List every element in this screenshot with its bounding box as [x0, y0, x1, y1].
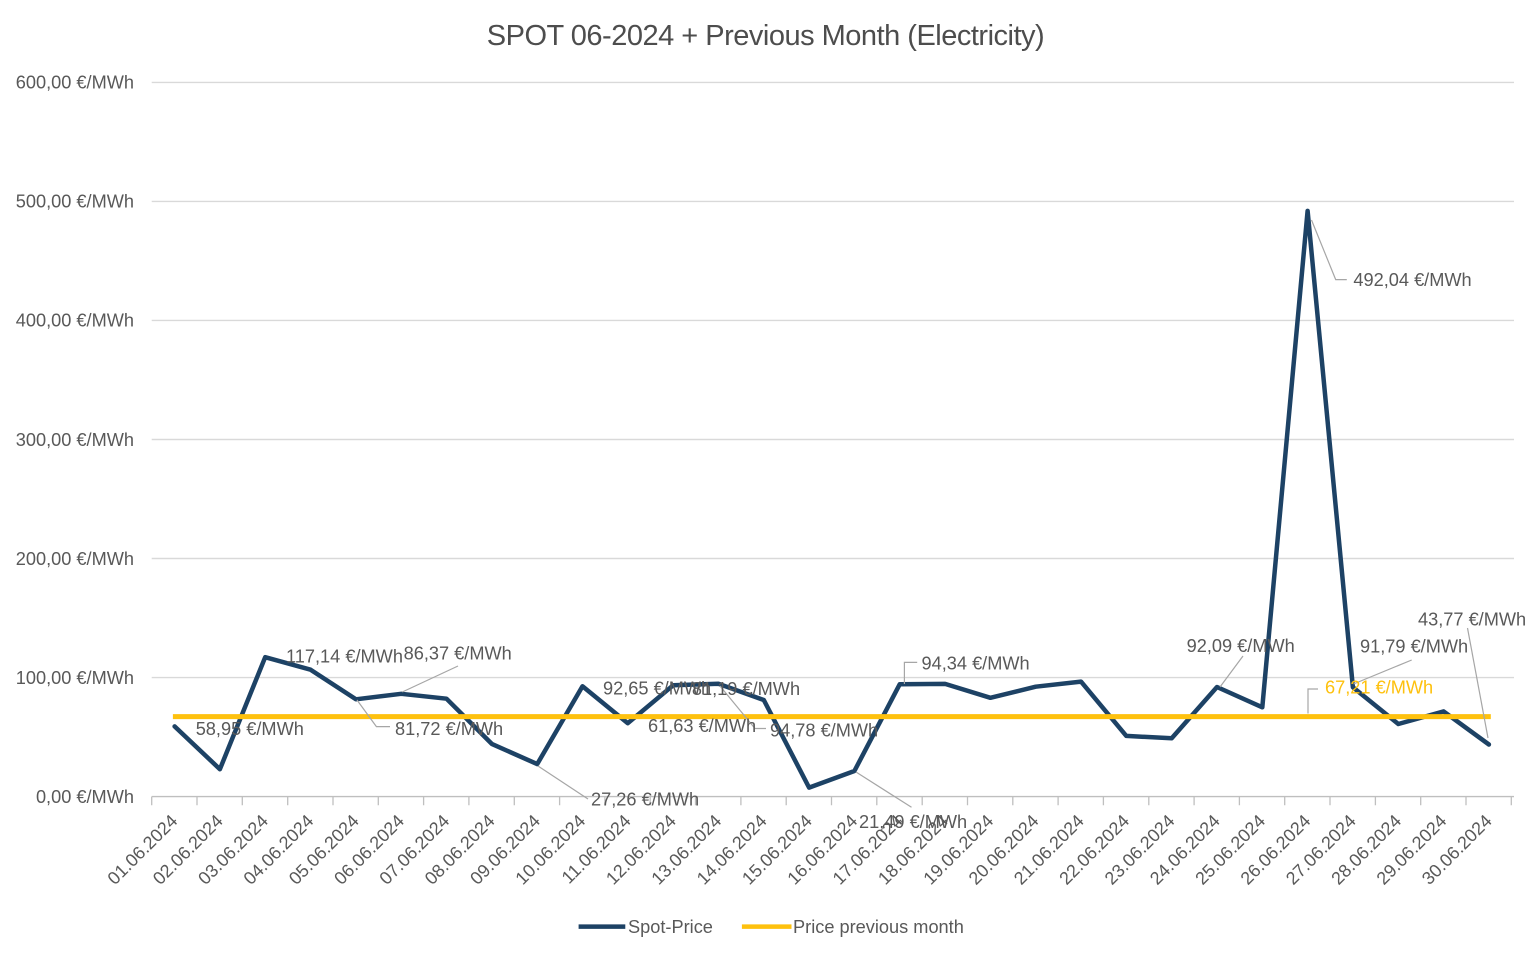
svg-text:200,00 €/MWh: 200,00 €/MWh: [16, 549, 134, 569]
svg-text:43,77 €/MWh: 43,77 €/MWh: [1418, 609, 1526, 629]
svg-text:0,00 €/MWh: 0,00 €/MWh: [36, 787, 134, 807]
svg-text:86,37 €/MWh: 86,37 €/MWh: [404, 643, 512, 663]
svg-text:400,00 €/MWh: 400,00 €/MWh: [16, 311, 134, 331]
svg-text:58,95 €/MWh: 58,95 €/MWh: [196, 719, 304, 739]
svg-text:61,63 €/MWh: 61,63 €/MWh: [648, 716, 756, 736]
svg-text:91,79 €/MWh: 91,79 €/MWh: [1360, 636, 1468, 656]
svg-text:94,34 €/MWh: 94,34 €/MWh: [922, 653, 1030, 673]
svg-text:100,00 €/MWh: 100,00 €/MWh: [16, 668, 134, 688]
svg-text:27,26 €/MWh: 27,26 €/MWh: [591, 789, 699, 809]
svg-text:21,49 €/MWh: 21,49 €/MWh: [859, 812, 967, 832]
svg-text:92,65 €/MWh: 92,65 €/MWh: [603, 678, 711, 698]
svg-text:Price previous month: Price previous month: [793, 917, 964, 937]
svg-text:81,19 €/MWh: 81,19 €/MWh: [692, 679, 800, 699]
svg-text:117,14 €/MWh: 117,14 €/MWh: [286, 646, 403, 666]
svg-text:SPOT 06-2024 + Previous Month: SPOT 06-2024 + Previous Month (Electrici…: [487, 20, 1044, 52]
svg-text:500,00 €/MWh: 500,00 €/MWh: [16, 192, 134, 212]
svg-text:81,72 €/MWh: 81,72 €/MWh: [395, 719, 503, 739]
svg-text:92,09 €/MWh: 92,09 €/MWh: [1187, 636, 1295, 656]
svg-text:492,04 €/MWh: 492,04 €/MWh: [1353, 270, 1471, 290]
svg-text:94,78 €/MWh: 94,78 €/MWh: [770, 720, 878, 740]
svg-text:600,00 €/MWh: 600,00 €/MWh: [16, 73, 134, 93]
svg-text:300,00 €/MWh: 300,00 €/MWh: [16, 430, 134, 450]
svg-text:Spot-Price: Spot-Price: [628, 917, 713, 937]
svg-text:67,21 €/MWh: 67,21 €/MWh: [1325, 677, 1433, 697]
